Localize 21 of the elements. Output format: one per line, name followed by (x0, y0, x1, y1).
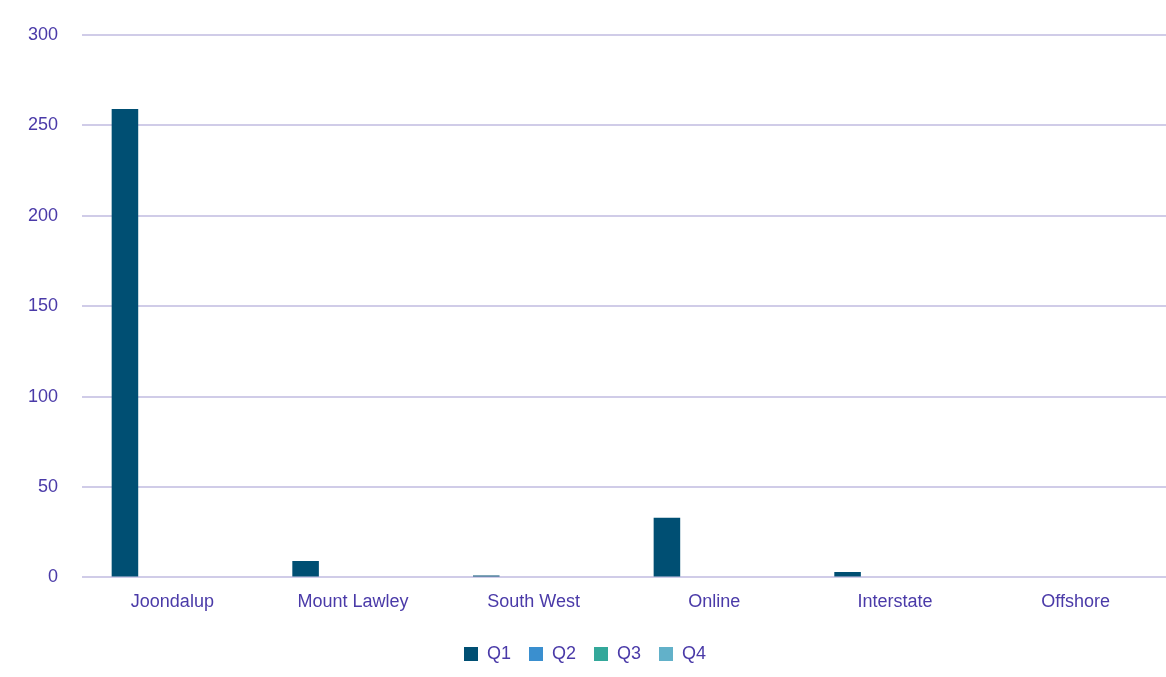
legend-label: Q4 (682, 642, 707, 663)
y-tick-label: 150 (27, 295, 59, 316)
bar (834, 571, 861, 577)
x-tick-label: South West (487, 591, 581, 612)
x-tick-label: Interstate (857, 591, 933, 612)
x-tick-label: Joondalup (130, 591, 214, 612)
y-tick-label: 250 (27, 114, 59, 135)
y-tick-label: 200 (27, 204, 59, 225)
legend-label: Q3 (617, 642, 642, 663)
y-tick-label: 50 (38, 475, 59, 496)
bar (111, 108, 139, 577)
y-tick-label: 0 (48, 566, 59, 587)
bar (653, 517, 681, 577)
y-tick-label: 300 (27, 23, 59, 44)
legend-label: Q1 (486, 642, 511, 663)
x-tick-label: Mount Lawley (297, 591, 409, 612)
bar (292, 561, 319, 577)
legend-label: Q2 (551, 642, 576, 663)
y-tick-label: 100 (27, 385, 59, 406)
x-tick-label: Online (688, 591, 741, 612)
x-tick-label: Offshore (1041, 591, 1111, 612)
